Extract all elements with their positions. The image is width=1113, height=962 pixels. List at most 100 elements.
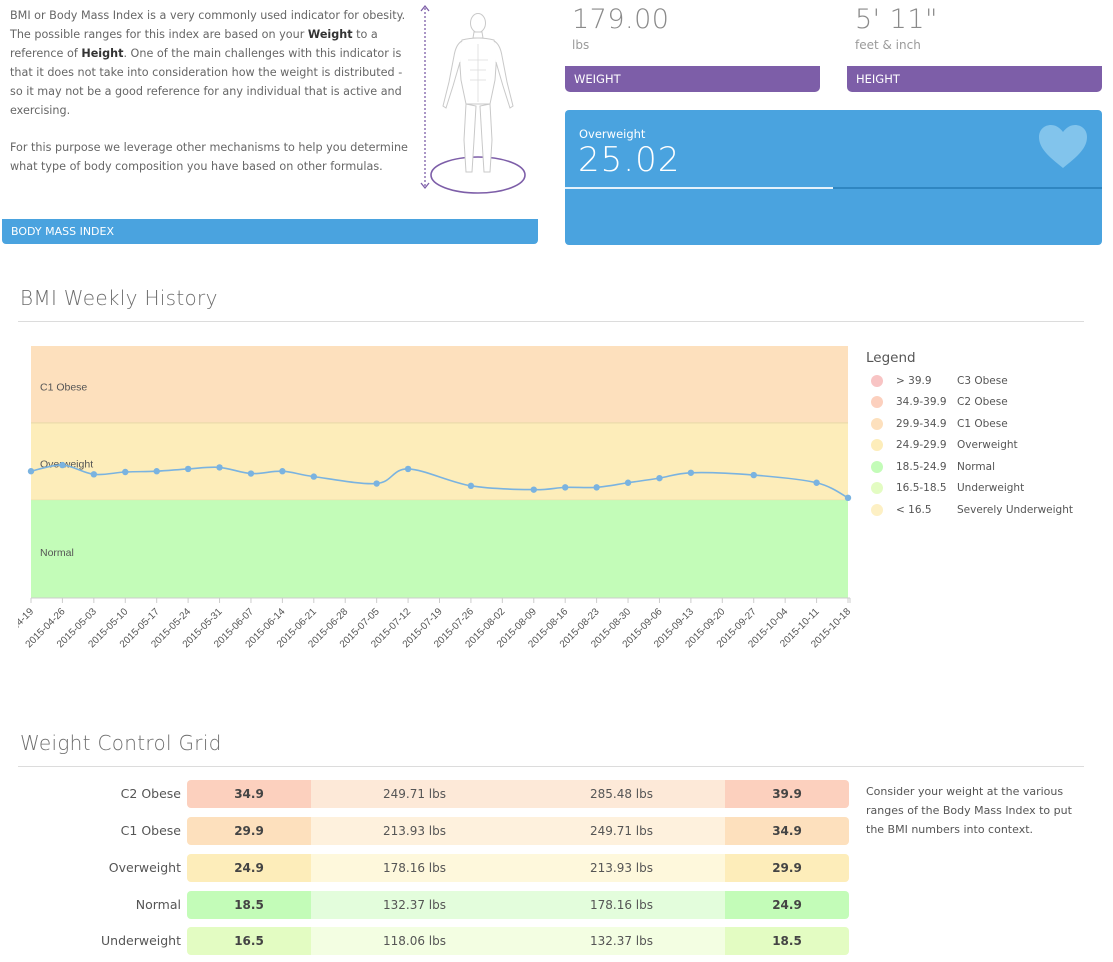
- x-tick-label: 04-19: [18, 606, 36, 632]
- grid-bmi-low: 24.9: [187, 853, 311, 882]
- intro-text: to a reference of: [10, 28, 378, 60]
- weight-label-bar: WEIGHT: [565, 66, 820, 92]
- bmi-data-point: [467, 482, 475, 490]
- height-value: 5' 11": [855, 4, 938, 35]
- bmi-data-point: [530, 486, 537, 493]
- legend-swatch: [871, 460, 883, 473]
- bmi-data-point: [373, 480, 380, 487]
- grid-row-cells: 24.9 178.16 lbs 213.93 lbs 29.9: [187, 853, 849, 882]
- bmi-section-label: BODY MASS INDEX: [2, 219, 538, 244]
- intro-bold-weight: Weight: [307, 28, 353, 41]
- legend-range: 18.5-24.9: [896, 460, 947, 473]
- bmi-data-point: [687, 469, 695, 476]
- bmi-data-point: [27, 468, 35, 475]
- legend-label: Normal: [957, 460, 995, 473]
- weight-stat: 179.00 lbs: [572, 4, 669, 52]
- history-divider: [18, 321, 1084, 322]
- legend-range: 29.9-34.9: [896, 417, 947, 430]
- legend-swatch: [871, 482, 883, 495]
- bmi-category: Overweight: [579, 127, 646, 141]
- grid-bmi-high: 18.5: [725, 927, 849, 955]
- legend-label: Severely Underweight: [957, 503, 1073, 516]
- bmi-data-point: [59, 461, 66, 469]
- bmi-series-line: [30, 464, 849, 499]
- grid-weight-low: 213.93 lbs: [311, 816, 518, 845]
- body-figure-illustration: [420, 4, 526, 194]
- band-label: Overweight: [40, 459, 93, 471]
- bmi-data-point: [279, 468, 286, 475]
- chart-band: [31, 499, 848, 598]
- grid-weight-low: 178.16 lbs: [311, 853, 518, 882]
- grid-bmi-low: 18.5: [187, 890, 311, 919]
- legend-swatch: [871, 503, 883, 516]
- height-stat: 5' 11" feet & inch: [855, 4, 938, 52]
- grid-bmi-high: 39.9: [725, 780, 849, 808]
- bmi-data-point: [247, 470, 255, 477]
- legend-item: 24.9-29.9 Overweight: [866, 435, 1096, 457]
- grid-divider: [18, 766, 1084, 767]
- legend-item: 16.5-18.5 Underweight: [866, 478, 1096, 500]
- grid-row-label: Normal: [135, 896, 181, 912]
- bmi-data-point: [656, 474, 663, 482]
- intro-paragraph-1: BMI or Body Mass Index is a very commonl…: [10, 6, 412, 120]
- bmi-data-point: [844, 494, 852, 502]
- grid-bmi-low: 29.9: [187, 816, 311, 845]
- grid-bmi-high: 29.9: [725, 853, 849, 882]
- grid-row: Underweight 16.5 118.06 lbs 132.37 lbs 18.5: [18, 927, 849, 955]
- grid-row: Normal 18.5 132.37 lbs 178.16 lbs 24.9: [18, 890, 849, 919]
- result-progress-left: [565, 187, 833, 189]
- chart-band: [31, 422, 848, 500]
- band-label: C1 Obese: [40, 382, 87, 394]
- heart-icon: [1039, 125, 1087, 168]
- grid-bmi-high: 24.9: [725, 890, 849, 919]
- legend-range: 16.5-18.5: [896, 482, 947, 495]
- bmi-data-point: [153, 468, 160, 475]
- grid-note: Consider your weight at the various rang…: [866, 785, 1072, 836]
- intro-paragraph-2: For this purpose we leverage other mecha…: [10, 141, 408, 173]
- legend-range: > 39.9: [896, 374, 932, 387]
- legend-label: C2 Obese: [957, 396, 1008, 409]
- legend-item: 18.5-24.9 Normal: [866, 456, 1096, 478]
- bmi-data-point: [593, 484, 600, 491]
- legend-item: < 16.5 Severely Underweight: [866, 499, 1096, 521]
- bmi-data-point: [216, 464, 223, 471]
- legend-swatch: [871, 396, 883, 409]
- height-label-bar: HEIGHT: [847, 66, 1102, 92]
- grid-row-label: Underweight: [101, 933, 181, 948]
- bmi-data-point: [184, 465, 192, 473]
- grid-row-cells: 29.9 213.93 lbs 249.71 lbs 34.9: [187, 816, 849, 845]
- grid-weight-low: 249.71 lbs: [311, 780, 518, 808]
- legend-item: 34.9-39.9 C2 Obese: [866, 392, 1096, 414]
- legend-item: > 39.9 C3 Obese: [866, 370, 1096, 392]
- bmi-data-point: [624, 479, 632, 486]
- intro-text: . One of the main challenges with this i…: [10, 47, 403, 117]
- legend-range: 34.9-39.9: [896, 396, 947, 409]
- grid-weight-high: 132.37 lbs: [518, 927, 725, 955]
- grid-row-cells: 34.9 249.71 lbs 285.48 lbs 39.9: [187, 780, 849, 808]
- grid-row-label: Overweight: [108, 859, 181, 875]
- bmi-data-point: [310, 473, 318, 480]
- bmi-value: 25.02: [578, 140, 681, 180]
- legend-item: 29.9-34.9 C1 Obese: [866, 413, 1096, 435]
- grid-bmi-high: 34.9: [725, 816, 849, 845]
- grid-row-cells: 16.5 118.06 lbs 132.37 lbs 18.5: [187, 927, 849, 955]
- grid-row-label: C2 Obese: [120, 786, 181, 801]
- height-unit: feet & inch: [855, 38, 921, 52]
- bmi-intro: BMI or Body Mass Index is a very commonl…: [10, 6, 412, 194]
- intro-bold-height: Height: [81, 47, 124, 60]
- grid-bmi-low: 16.5: [187, 927, 311, 955]
- legend-range: 24.9-29.9: [896, 439, 947, 452]
- grid-bmi-low: 34.9: [187, 780, 311, 808]
- chart-legend: Legend > 39.9 C3 Obese 34.9-39.9 C2 Obese 29…: [866, 350, 1096, 521]
- legend-swatch: [871, 374, 883, 387]
- grid-row-label: C1 Obese: [120, 822, 181, 838]
- bmi-data-point: [90, 471, 98, 478]
- grid-row-cells: 18.5 132.37 lbs 178.16 lbs 24.9: [187, 890, 849, 919]
- legend-label: C3 Obese: [957, 374, 1008, 387]
- grid-weight-high: 213.93 lbs: [518, 853, 725, 882]
- weight-unit: lbs: [572, 38, 590, 52]
- bmi-data-point: [404, 465, 412, 473]
- legend-title: Legend: [866, 350, 916, 366]
- legend-label: C1 Obese: [957, 417, 1008, 430]
